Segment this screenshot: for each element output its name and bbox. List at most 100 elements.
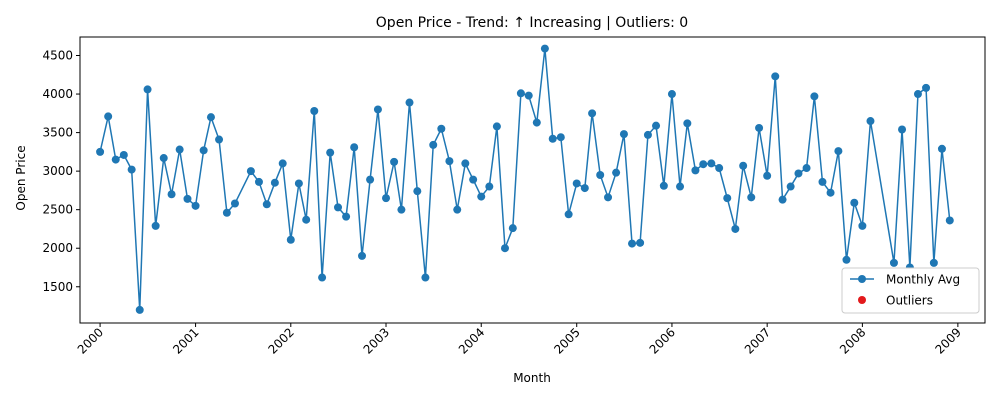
data-point — [477, 192, 486, 201]
data-point — [889, 258, 898, 267]
data-point — [588, 109, 597, 118]
data-point — [699, 160, 708, 169]
data-point — [945, 216, 954, 225]
data-point — [96, 147, 105, 156]
data-point — [858, 221, 867, 230]
data-point — [429, 140, 438, 149]
data-point — [413, 187, 422, 196]
data-point — [723, 194, 732, 203]
data-point — [612, 168, 621, 177]
data-point — [771, 72, 780, 81]
data-point — [127, 165, 136, 174]
data-point — [246, 167, 255, 176]
data-point — [898, 125, 907, 134]
legend-box — [841, 267, 980, 314]
data-point — [397, 205, 406, 214]
data-point — [119, 150, 128, 159]
data-point — [135, 305, 144, 314]
legend: Monthly Avg Outliers — [841, 267, 980, 314]
data-point — [691, 166, 700, 175]
legend-marker-outliers — [858, 296, 866, 304]
data-point — [619, 130, 628, 139]
data-point — [350, 143, 359, 152]
data-point — [405, 98, 414, 107]
data-point — [373, 105, 382, 114]
data-point — [866, 117, 875, 126]
legend-marker-monthly-avg — [858, 275, 866, 283]
data-point — [922, 83, 931, 92]
data-point — [548, 134, 557, 143]
data-point — [469, 175, 478, 184]
data-point — [532, 118, 541, 127]
data-point — [652, 121, 661, 130]
data-point — [270, 178, 279, 187]
data-point — [390, 157, 399, 166]
data-point — [755, 123, 764, 132]
data-point — [302, 215, 311, 224]
data-point — [111, 155, 120, 164]
data-point — [421, 273, 430, 282]
data-point — [913, 90, 922, 99]
data-point — [143, 85, 152, 94]
data-point — [834, 147, 843, 156]
data-point — [159, 154, 168, 163]
y-tick-label: 4500 — [42, 49, 73, 63]
data-point — [500, 244, 509, 253]
data-point — [572, 179, 581, 188]
data-point — [842, 255, 851, 264]
chart-title: Open Price - Trend: ↑ Increasing | Outli… — [376, 15, 688, 31]
data-point — [461, 159, 470, 168]
data-point — [286, 235, 295, 244]
data-point — [715, 164, 724, 173]
data-point — [667, 90, 676, 99]
legend-label-outliers: Outliers — [886, 294, 933, 308]
data-point — [659, 181, 668, 190]
data-point — [453, 205, 462, 214]
data-point — [818, 177, 827, 186]
data-point — [445, 157, 454, 166]
data-point — [826, 188, 835, 197]
data-point — [508, 224, 517, 233]
y-tick-label: 1500 — [42, 280, 73, 294]
data-point — [191, 201, 200, 210]
data-point — [175, 145, 184, 154]
data-point — [763, 171, 772, 180]
data-point — [151, 221, 160, 230]
data-point — [382, 194, 391, 203]
data-point — [802, 164, 811, 173]
y-tick-label: 4000 — [42, 87, 73, 101]
data-point — [199, 146, 208, 155]
data-point — [358, 251, 367, 260]
data-point — [676, 182, 685, 191]
data-point — [326, 148, 335, 157]
data-point — [485, 182, 494, 191]
data-point — [810, 92, 819, 101]
data-point — [230, 199, 239, 208]
data-point — [596, 170, 605, 179]
data-point — [794, 169, 803, 178]
data-point — [731, 224, 740, 233]
legend-label-monthly-avg: Monthly Avg — [886, 273, 960, 287]
data-point — [604, 193, 613, 202]
data-point — [310, 107, 319, 116]
plot-frame — [79, 36, 986, 324]
data-point — [636, 238, 645, 247]
data-point — [524, 91, 533, 100]
data-point — [206, 113, 215, 122]
data-point — [492, 122, 501, 131]
data-point — [556, 133, 565, 142]
data-point — [937, 144, 946, 153]
data-point — [342, 212, 351, 221]
data-point — [747, 193, 756, 202]
data-point — [683, 119, 692, 128]
data-point — [564, 210, 573, 219]
y-axis-label: Open Price — [14, 145, 28, 210]
data-point — [929, 258, 938, 267]
data-point — [643, 130, 652, 139]
data-point — [278, 159, 287, 168]
data-point — [104, 112, 113, 121]
data-point — [254, 177, 263, 186]
y-tick-label: 3500 — [42, 126, 73, 140]
